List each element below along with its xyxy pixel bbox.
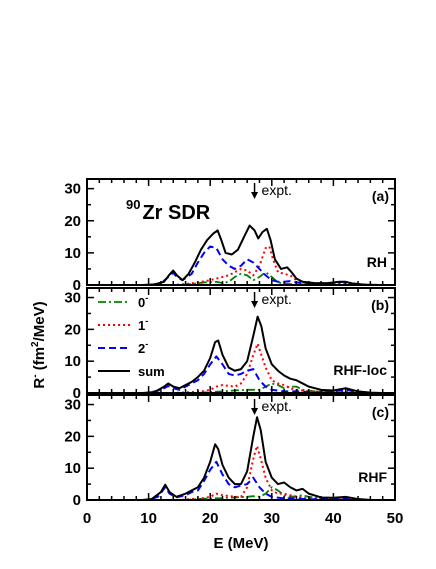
y-tick-label: 0 bbox=[73, 492, 81, 509]
y-axis-label: R- (fm2/MeV) bbox=[30, 301, 48, 388]
model-label: RHF bbox=[358, 469, 387, 485]
series-line-sum-panel-1 bbox=[87, 224, 383, 285]
y-tick-label: 20 bbox=[64, 428, 81, 445]
y-tick-label: 0 bbox=[73, 385, 81, 402]
panel-tag: (c) bbox=[372, 404, 389, 420]
panel-3: 0 10 20 30 (c) RHF expt. bbox=[64, 394, 396, 509]
y-tick-label: 30 bbox=[64, 397, 81, 414]
expt-label: expt. bbox=[262, 398, 292, 414]
y-tick-label: 30 bbox=[64, 290, 81, 307]
nucleus-label: 90 Zr SDR bbox=[126, 197, 211, 224]
series-line-1minus-panel-2 bbox=[87, 342, 365, 393]
panel-frame bbox=[86, 178, 396, 286]
legend-label-2minus: 2- bbox=[138, 339, 148, 356]
panel-frame bbox=[86, 287, 396, 394]
panel-2: 0 10 20 30 (b) RHF-loc expt. 0- 1- 2- sum bbox=[64, 287, 396, 402]
panel-tag: (a) bbox=[372, 188, 389, 204]
series-line-1minus-panel-3 bbox=[87, 444, 359, 500]
expt-label: expt. bbox=[262, 182, 292, 198]
y-tick-label: 0 bbox=[73, 277, 81, 294]
x-tick-label: 50 bbox=[387, 510, 404, 527]
legend: 0- 1- 2- sum bbox=[98, 293, 165, 379]
panel-1: 0 10 20 30 (a) RH expt. 90 Zr SDR bbox=[64, 178, 396, 294]
expt-arrow-head bbox=[251, 408, 259, 415]
series-line-2minus-panel-2 bbox=[87, 355, 371, 393]
series-line-0minus-panel-3 bbox=[87, 486, 359, 500]
y-tick-label: 10 bbox=[64, 460, 81, 477]
labels-layer: E (MeV) R- (fm2/MeV) bbox=[30, 301, 269, 552]
expt-arrow-head bbox=[251, 301, 259, 308]
x-tick-label: 30 bbox=[263, 510, 280, 527]
x-tick-label: 40 bbox=[325, 510, 342, 527]
x-axis-label: E (MeV) bbox=[213, 535, 268, 552]
expt-label: expt. bbox=[262, 291, 292, 307]
x-tick-label: 20 bbox=[202, 510, 219, 527]
legend-label-sum: sum bbox=[138, 364, 165, 379]
panels-layer: 0 10 20 30 (a) RH expt. 90 Zr SDR 0 10 20 30 (b) RHF-l… bbox=[64, 178, 404, 527]
legend-label-1minus: 1- bbox=[138, 316, 148, 333]
x-tick-label: 0 bbox=[83, 510, 91, 527]
y-tick-label: 20 bbox=[64, 213, 81, 230]
series-line-sum-panel-2 bbox=[87, 315, 383, 393]
panel-tag: (b) bbox=[371, 297, 389, 313]
series-line-sum-panel-3 bbox=[87, 416, 371, 500]
y-tick-label: 10 bbox=[64, 245, 81, 262]
panel-frame bbox=[86, 394, 396, 501]
legend-label-0minus: 0- bbox=[138, 293, 148, 310]
expt-arrow-head bbox=[251, 192, 259, 199]
y-tick-label: 10 bbox=[64, 353, 81, 370]
y-tick-label: 20 bbox=[64, 321, 81, 338]
model-label: RHF-loc bbox=[333, 362, 387, 378]
series-line-0minus-panel-2 bbox=[87, 382, 359, 393]
series-line-2minus-panel-3 bbox=[87, 460, 371, 500]
y-tick-label: 30 bbox=[64, 181, 81, 198]
x-tick-label: 10 bbox=[140, 510, 157, 527]
model-label: RH bbox=[367, 254, 387, 270]
series-line-1minus-panel-1 bbox=[87, 245, 365, 285]
